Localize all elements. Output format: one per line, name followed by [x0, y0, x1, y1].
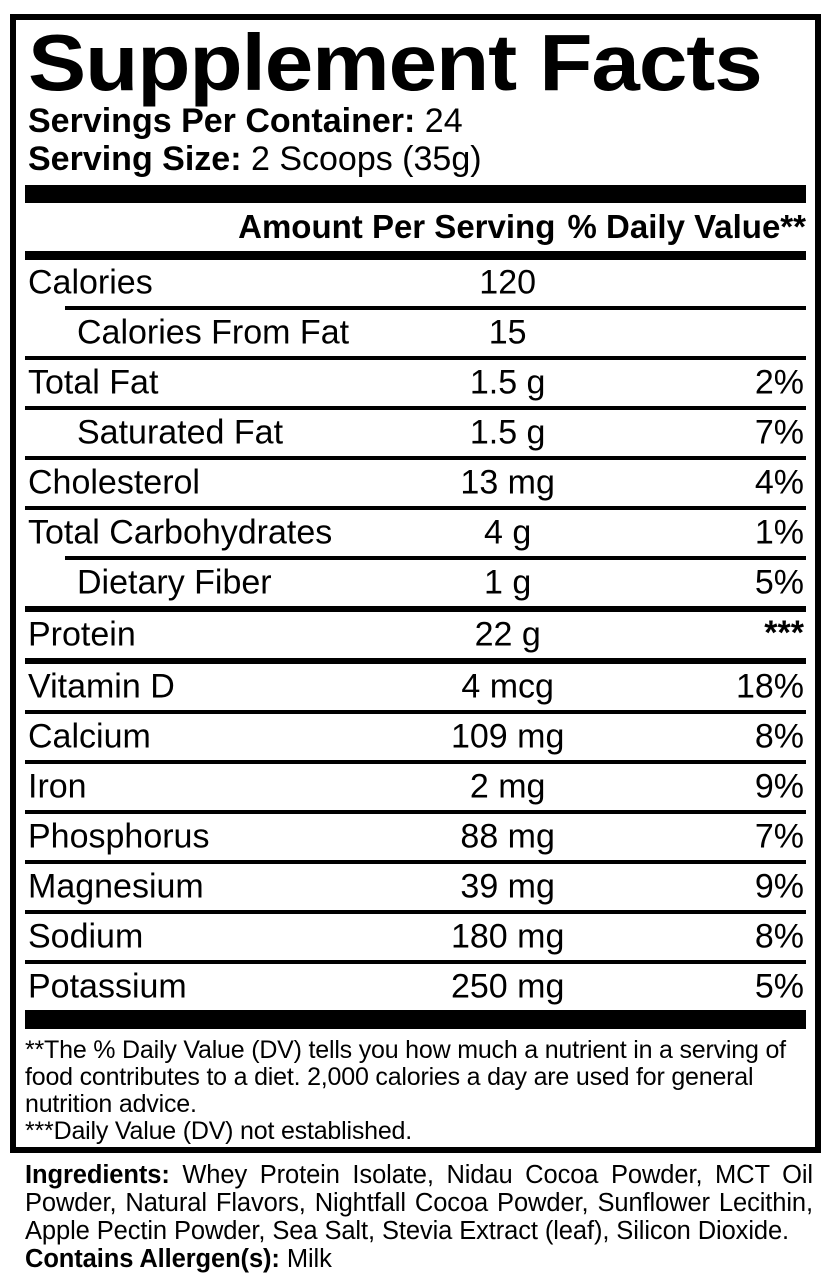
table-row-total-carbohydrates: Total Carbohydrates 4 g 1% [25, 510, 806, 556]
header-divider [25, 251, 806, 260]
row-divider [25, 860, 806, 864]
table-row-dietary-fiber: Dietary Fiber 1 g 5% [25, 560, 806, 606]
table-row-calories-from-fat: Calories From Fat 15 [25, 310, 806, 356]
servings-label: Servings Per Container: [28, 102, 416, 140]
row-divider [25, 506, 806, 510]
nutrient-dv: 4% [754, 463, 804, 502]
panel-title: Supplement Facts [28, 18, 763, 107]
nutrient-amount: 4 mcg [461, 667, 554, 706]
nutrient-amount: 180 mg [450, 917, 565, 956]
nutrient-dv: 8% [754, 917, 804, 956]
allergen-line: Contains Allergen(s): Milk [25, 1245, 813, 1273]
col-header-amount: Amount Per Serving [238, 208, 556, 245]
serving-size-label: Serving Size: [28, 140, 242, 178]
row-divider [25, 606, 806, 612]
thick-divider-top [25, 185, 806, 203]
row-divider [25, 910, 806, 914]
ingredients-paragraph: Ingredients: Whey Protein Isolate, Nidau… [25, 1161, 813, 1245]
nutrient-dv: *** [764, 614, 804, 652]
nutrient-dv: 2% [754, 363, 804, 402]
supplement-facts-panel: Supplement Facts Servings Per Container:… [10, 14, 821, 1153]
nutrient-amount: 250 mg [450, 967, 565, 1006]
row-divider [25, 960, 806, 964]
nutrient-dv: 1% [754, 513, 804, 552]
nutrient-name: Iron [28, 767, 87, 806]
nutrient-amount: 2 mg [469, 767, 546, 806]
not-established-footnote: ***Daily Value (DV) not established. [25, 1117, 412, 1145]
nutrient-dv: 9% [754, 867, 804, 906]
table-row-phosphorus: Phosphorus 88 mg 7% [25, 814, 806, 860]
table-header: Amount Per Serving % Daily Value** [25, 203, 806, 251]
nutrient-amount: 4 g [484, 513, 532, 552]
col-header-daily-value: % Daily Value** [567, 208, 806, 245]
nutrient-name: Phosphorus [28, 817, 210, 856]
nutrient-name: Protein [28, 615, 136, 654]
table-row-calcium: Calcium 109 mg 8% [25, 714, 806, 760]
footnotes: **The % Daily Value (DV) tells you how m… [25, 1037, 806, 1145]
row-divider [25, 356, 806, 360]
allergen-label: Contains Allergen(s): [25, 1245, 280, 1273]
table-row-magnesium: Magnesium 39 mg 9% [25, 864, 806, 910]
nutrient-amount: 109 mg [450, 717, 565, 756]
nutrient-amount: 15 [488, 313, 527, 352]
row-divider [25, 710, 806, 714]
row-divider [65, 306, 806, 310]
allergen-value: Milk [286, 1245, 332, 1273]
nutrient-name: Magnesium [28, 867, 204, 906]
nutrient-dv: 5% [754, 563, 804, 602]
table-row-vitamin-d: Vitamin D 4 mcg 18% [25, 664, 806, 710]
nutrient-name: Saturated Fat [77, 413, 284, 452]
table-row-total-fat: Total Fat 1.5 g 2% [25, 360, 806, 406]
row-divider [65, 556, 806, 560]
row-divider [25, 456, 806, 460]
nutrient-dv: 7% [754, 817, 804, 856]
serving-size-value: 2 Scoops (35g) [250, 140, 482, 178]
nutrient-amount: 120 [479, 263, 537, 302]
nutrient-dv: 7% [754, 413, 804, 452]
nutrient-name: Total Carbohydrates [28, 513, 333, 552]
nutrient-name: Dietary Fiber [77, 563, 272, 602]
table-row-iron: Iron 2 mg 9% [25, 764, 806, 810]
nutrient-amount: 22 g [474, 615, 541, 654]
servings-value: 24 [424, 102, 463, 140]
row-divider [25, 760, 806, 764]
servings-per-container: Servings Per Container: 24 [28, 102, 806, 140]
nutrient-dv: 9% [754, 767, 804, 806]
nutrient-name: Cholesterol [28, 463, 200, 502]
nutrient-amount: 1.5 g [469, 413, 546, 452]
ingredients-list: Whey Protein Isolate, Nidau Cocoa Powder… [25, 1161, 813, 1245]
nutrient-amount: 88 mg [460, 817, 555, 856]
nutrient-name: Sodium [28, 917, 144, 956]
row-divider [25, 406, 806, 410]
nutrient-dv: 18% [735, 667, 804, 706]
table-row-cholesterol: Cholesterol 13 mg 4% [25, 460, 806, 506]
table-row-sodium: Sodium 180 mg 8% [25, 914, 806, 960]
nutrient-name: Calories [28, 263, 153, 302]
serving-size: Serving Size: 2 Scoops (35g) [28, 140, 806, 178]
nutrient-amount: 39 mg [460, 867, 555, 906]
nutrient-name: Calories From Fat [77, 313, 350, 352]
nutrient-amount: 1 g [484, 563, 532, 602]
nutrient-dv: 5% [754, 967, 804, 1006]
row-divider [25, 810, 806, 814]
table-row-potassium: Potassium 250 mg 5% [25, 964, 806, 1010]
ingredients-section: Ingredients: Whey Protein Isolate, Nidau… [25, 1161, 813, 1273]
nutrient-name: Calcium [28, 717, 151, 756]
row-divider [25, 658, 806, 664]
table-row-calories: Calories 120 [25, 260, 806, 306]
table-row-saturated-fat: Saturated Fat 1.5 g 7% [25, 410, 806, 456]
thick-divider-bottom [25, 1010, 806, 1029]
nutrient-name: Vitamin D [28, 667, 175, 706]
table-row-protein: Protein 22 g *** [25, 612, 806, 658]
nutrient-amount: 1.5 g [469, 363, 546, 402]
ingredients-label: Ingredients: [25, 1161, 170, 1189]
nutrient-amount: 13 mg [460, 463, 555, 502]
nutrient-name: Total Fat [28, 363, 159, 402]
nutrient-name: Potassium [28, 967, 187, 1006]
daily-value-footnote: **The % Daily Value (DV) tells you how m… [25, 1036, 786, 1118]
nutrient-dv: 8% [754, 717, 804, 756]
